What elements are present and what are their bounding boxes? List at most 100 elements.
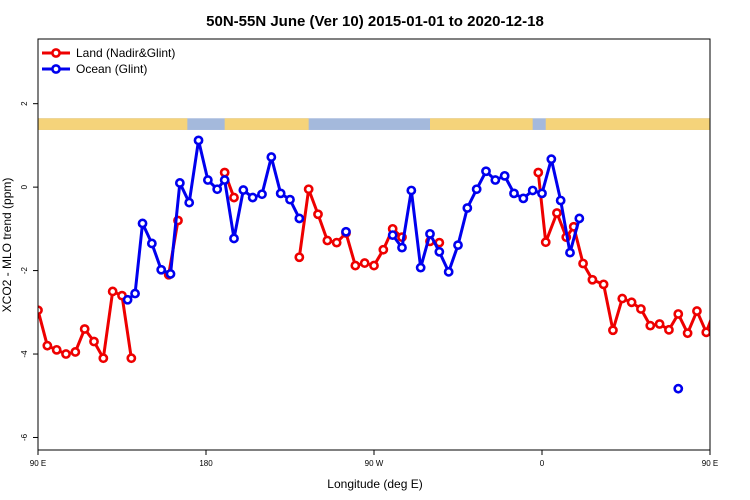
y-axis-label: XCO2 - MLO trend (ppm) [0, 178, 14, 313]
data-point [294, 252, 305, 263]
data-point [369, 260, 379, 271]
series-line [297, 187, 403, 268]
data-point [122, 294, 133, 305]
landmask-land-segment [430, 118, 533, 130]
data-point [578, 258, 588, 269]
data-point [645, 320, 656, 331]
data-point [540, 237, 551, 248]
y-tick-label: 2 [20, 101, 29, 106]
data-point [331, 237, 342, 248]
data-point [126, 353, 137, 364]
data-point [387, 230, 398, 241]
data-point [598, 279, 609, 290]
data-point [453, 240, 463, 251]
data-point [184, 197, 195, 208]
data-point [313, 209, 323, 220]
data-point [212, 184, 223, 195]
data-point [61, 349, 71, 359]
data-point [294, 213, 305, 224]
data-point [626, 297, 637, 308]
data-point [587, 274, 598, 285]
data-point [673, 309, 684, 319]
landmask-band [38, 118, 710, 130]
data-point [107, 286, 118, 297]
data-point [490, 175, 501, 185]
x-axis: 90 E 180 90 W 0 90 E [30, 450, 718, 468]
x-tick-label: 0 [540, 459, 545, 468]
data-point [229, 233, 239, 244]
x-tick-label: 90 E [30, 459, 46, 468]
data-point [202, 175, 213, 185]
landmask-land-segment [224, 118, 309, 130]
data-point [682, 328, 693, 339]
y-tick-label: -2 [20, 266, 29, 274]
data-point [636, 304, 646, 314]
data-point [701, 327, 710, 338]
data-point [322, 235, 333, 246]
data-point [552, 208, 562, 218]
data-point [434, 246, 445, 257]
data-point [303, 184, 314, 195]
data-point [98, 353, 109, 364]
data-point [740, 346, 747, 353]
data-point [608, 325, 618, 336]
data-point [731, 342, 738, 349]
data-point [721, 307, 728, 314]
data-point [266, 152, 277, 162]
data-point [42, 340, 53, 351]
data-point [654, 319, 665, 329]
data-point [247, 192, 258, 203]
data-point [406, 185, 417, 196]
data-point [546, 154, 557, 165]
data-point [229, 192, 239, 203]
data-point [79, 324, 90, 334]
data-point [664, 324, 674, 335]
data-point [275, 188, 286, 199]
data-point [219, 175, 230, 185]
series-land [38, 167, 747, 364]
data-point [89, 336, 99, 347]
data-point [378, 244, 389, 255]
data-point [137, 218, 148, 229]
data-point [156, 264, 167, 275]
data-point [533, 167, 544, 178]
series-line [536, 172, 710, 335]
data-point [555, 195, 566, 206]
data-point [462, 203, 473, 213]
y-axis: -6 -4 -2 0 2 [20, 101, 38, 441]
data-point [193, 135, 204, 146]
data-point [238, 185, 249, 195]
landmask-ocean-band [38, 118, 710, 130]
data-point [527, 185, 538, 196]
data-point [146, 238, 157, 249]
data-point [51, 344, 62, 355]
data-point [257, 189, 267, 200]
data-point [70, 347, 81, 357]
data-point [415, 262, 426, 273]
x-tick-label: 180 [199, 459, 213, 468]
data-point [617, 293, 628, 304]
x-axis-label: Longitude (deg E) [327, 477, 422, 491]
data-point [518, 193, 529, 204]
data-point [565, 247, 575, 258]
series-ocean [122, 135, 684, 394]
data-point [174, 178, 185, 188]
data-point [350, 260, 361, 271]
data-point [425, 228, 435, 239]
y-tick-label: -6 [20, 433, 29, 441]
data-point [673, 383, 684, 394]
legend-marker [51, 64, 61, 74]
data-point [537, 188, 547, 199]
landmask-land-segment [38, 118, 150, 130]
y-tick-label: -4 [20, 350, 29, 358]
data-point [471, 184, 482, 195]
data-point [481, 166, 491, 177]
legend-entry: Ocean (Glint) [76, 62, 147, 76]
chart-title: 50N-55N June (Ver 10) 2015-01-01 to 2020… [206, 13, 544, 30]
landmask-land-segment [545, 118, 710, 130]
data-point [509, 188, 519, 199]
x-tick-label: 90 E [702, 459, 718, 468]
data-point [499, 170, 510, 181]
data-point [165, 269, 176, 279]
